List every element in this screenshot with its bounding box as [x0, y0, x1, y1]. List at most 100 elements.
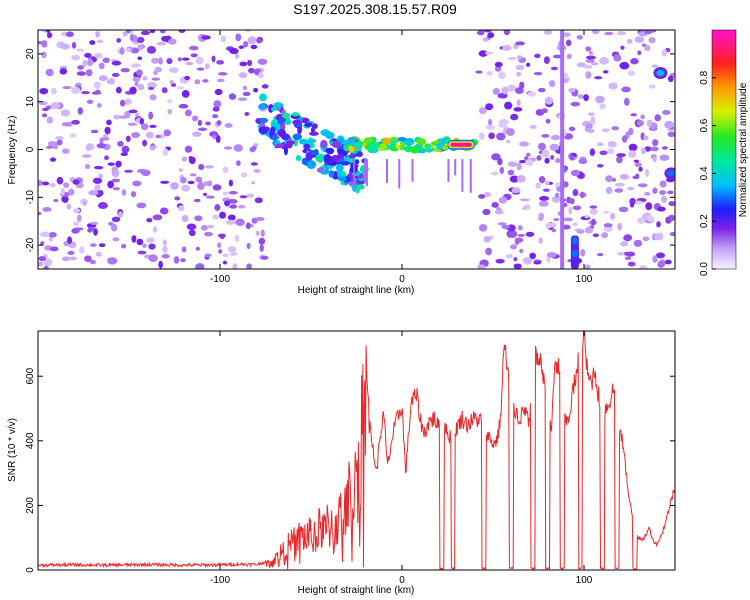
spectrogram-cell: [216, 242, 222, 248]
colorbar-tick-label: 0.6: [699, 118, 710, 132]
spectrogram-cell: [270, 106, 277, 112]
spectrogram-cell: [107, 162, 115, 166]
spectrogram-cell: [223, 146, 233, 150]
spectrogram-cell: [212, 214, 220, 220]
spectrogram-cell: [242, 85, 248, 91]
spectrogram-cell: [181, 246, 187, 253]
spectrogram-cell: [568, 87, 576, 93]
spectrogram-cell: [354, 143, 363, 151]
spectrogram-cell: [640, 147, 647, 155]
spectrogram-cell: [644, 44, 651, 52]
spectrogram-cell: [72, 221, 80, 227]
spectrogram-cell: [599, 56, 609, 65]
spectrogram-cell: [166, 58, 173, 65]
spectrogram-cell: [163, 129, 171, 137]
spectrogram-cell: [609, 212, 616, 220]
spectrogram-cell: [624, 256, 632, 261]
spectrogram-cell: [661, 49, 668, 57]
spectrogram-cell: [569, 154, 575, 161]
spectrogram-cell: [201, 35, 211, 40]
y-tick-label: 200: [25, 497, 36, 514]
spectrogram-cell: [623, 234, 633, 242]
spectrogram-cell: [120, 99, 125, 107]
spectrogram-cell: [498, 196, 508, 204]
spectrogram-cell: [46, 116, 54, 124]
spectrogram-cell: [654, 232, 664, 241]
spectrogram-cell: [501, 224, 510, 230]
spectrogram-cell: [217, 233, 226, 238]
spectrogram-cell: [304, 122, 313, 128]
spectrogram-cell: [611, 178, 617, 182]
spectrogram-cell: [616, 155, 623, 164]
spectrogram-cell: [128, 109, 138, 114]
spectrogram-cell: [569, 198, 575, 205]
spectrogram-cell: [652, 255, 658, 263]
spectrogram-cell: [117, 140, 124, 147]
spectrogram-cell: [524, 204, 531, 210]
spectrogram-cell: [70, 133, 76, 138]
spectrogram-cell: [93, 165, 104, 170]
spectrogram-cell: [411, 159, 414, 182]
spectrogram-cell: [337, 153, 345, 160]
spectrogram-cell: [325, 131, 335, 140]
spectrogram-cell: [188, 229, 196, 237]
spectrogram-cell: [550, 135, 561, 141]
spectrogram-cell: [174, 196, 181, 201]
spectrogram-cell: [48, 231, 57, 238]
spectrogram-cell: [82, 154, 92, 158]
spectrogram-cell: [336, 169, 342, 178]
spectrogram-cell: [140, 123, 149, 131]
spectrogram-cell: [526, 152, 531, 157]
spectrogram-cell: [461, 159, 464, 192]
spectrogram-cell: [610, 82, 615, 87]
spectrogram-cell: [477, 264, 486, 269]
spectrogram-cell: [491, 153, 501, 161]
snr-plot-area: [38, 331, 675, 570]
spectrogram-cell: [507, 57, 518, 61]
spectrogram-cell: [628, 143, 638, 152]
spectrogram-cell: [661, 146, 668, 150]
spectrogram-cell: [246, 242, 251, 250]
spectrogram-cell: [212, 106, 220, 112]
spectrogram-cell: [38, 101, 48, 106]
spectrogram-cell: [502, 44, 512, 52]
spectrogram-cell: [364, 144, 370, 150]
spectrogram-cell: [292, 119, 302, 126]
spectrogram-cell: [623, 97, 630, 106]
spectrogram-cell: [404, 145, 412, 153]
spectrogram-cell: [633, 159, 640, 163]
spectrogram-cell: [501, 86, 509, 95]
spectrogram-cell: [363, 159, 366, 184]
spectrogram-cell: [169, 80, 174, 85]
spectrogram-cell: [170, 182, 179, 190]
spectrogram-cell: [552, 54, 562, 59]
spectrogram-cell: [176, 86, 184, 90]
spectrogram-cell: [178, 30, 186, 33]
spectrogram-cell: [643, 30, 653, 35]
spectrogram-cell: [507, 161, 518, 167]
spectrogram-cell: [45, 30, 51, 33]
spectrogram-cell: [496, 132, 506, 141]
spectrogram-cell: [56, 139, 63, 146]
spectrogram-cell: [497, 157, 503, 166]
spectrogram-cell: [212, 134, 217, 140]
snr-y-ticks: 0 200 400 600: [25, 367, 675, 573]
spectrogram-cell: [167, 108, 173, 115]
spectrogram-cell: [148, 243, 156, 250]
spectrogram-cell: [577, 94, 585, 99]
spectrogram-cell: [258, 237, 266, 245]
spectrogram-cell: [518, 160, 527, 164]
spectrogram-cell: [618, 206, 629, 213]
spectrogram-cell: [635, 200, 643, 205]
spectrogram-cell: [348, 154, 357, 159]
spectrogram-cell: [121, 145, 130, 154]
spectrogram-cell: [100, 137, 110, 141]
spectrogram-cell: [80, 91, 90, 95]
spectrogram-cell: [71, 227, 80, 234]
spectrogram-cell: [325, 147, 335, 155]
spectrogram-cell: [510, 244, 517, 250]
spectrogram-cell: [89, 259, 96, 265]
spectrogram-cell: [65, 31, 74, 38]
spectrogram-cell: [45, 68, 54, 77]
